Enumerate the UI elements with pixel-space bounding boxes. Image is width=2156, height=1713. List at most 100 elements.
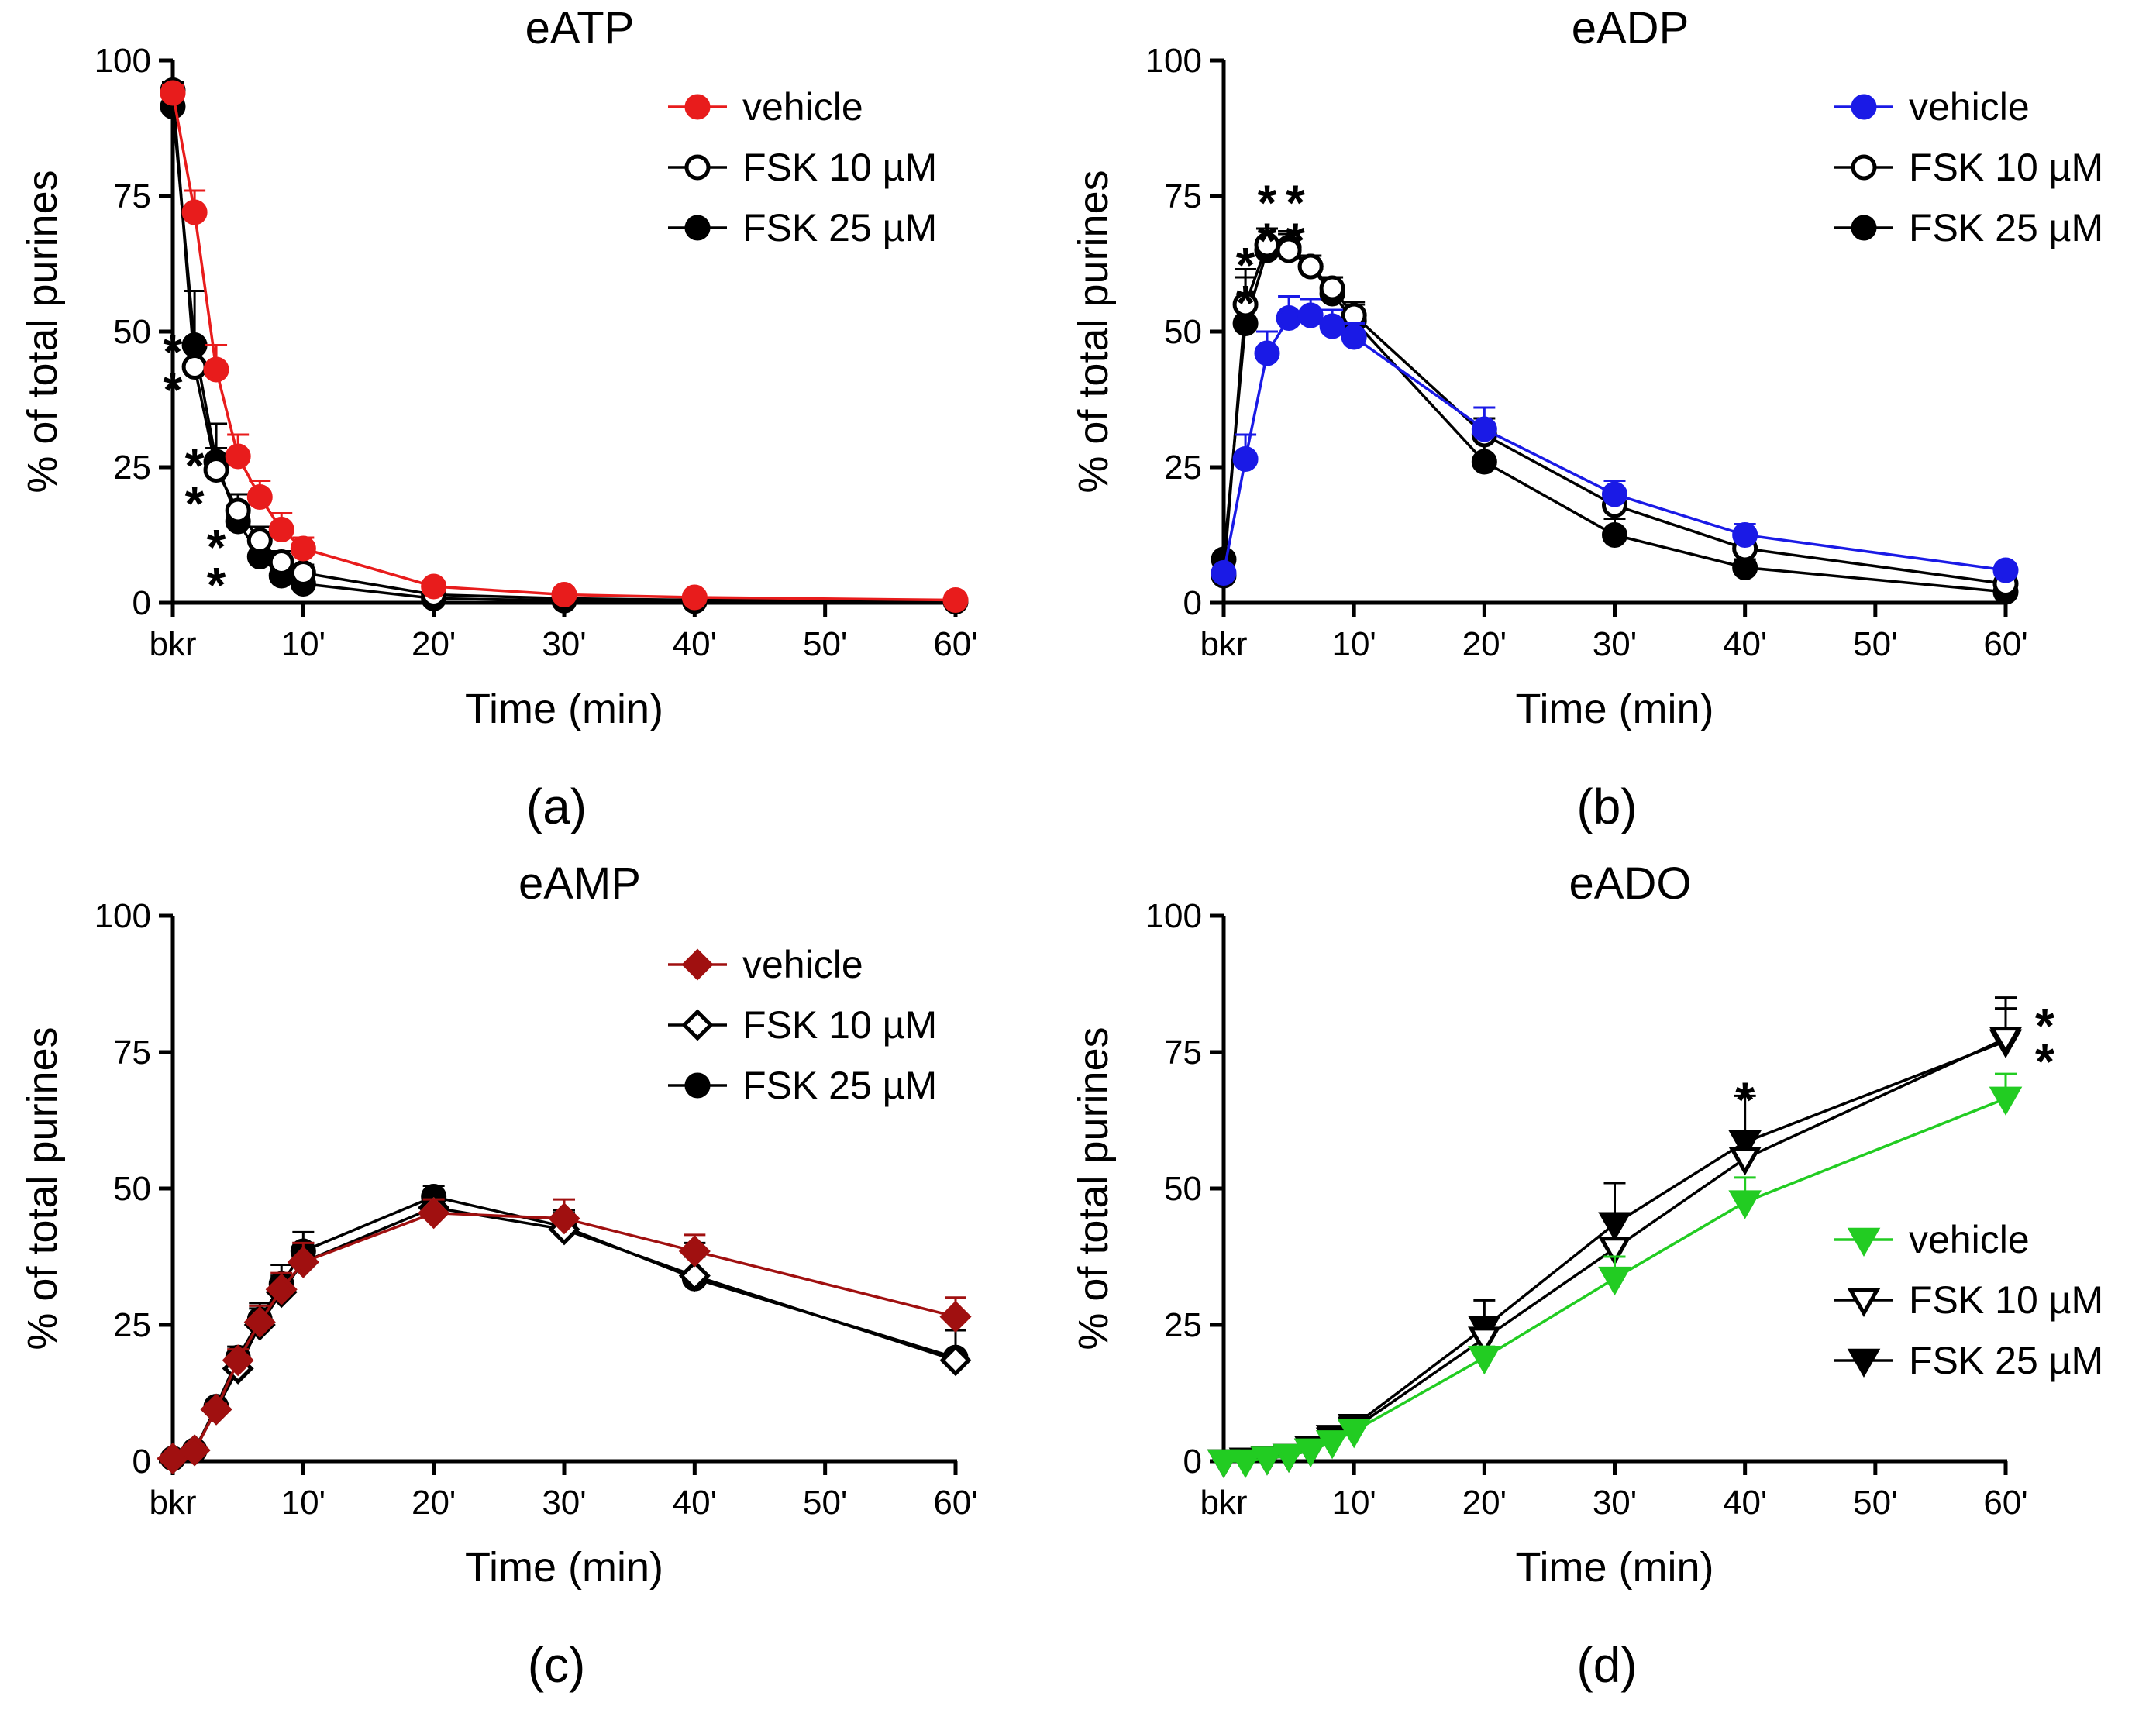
x-tick-label: 20' xyxy=(1462,625,1507,663)
x-tick-label: bkr xyxy=(149,625,196,663)
data-point xyxy=(418,1197,450,1230)
legend-marker xyxy=(684,215,711,241)
significance-star: * xyxy=(185,438,205,494)
significance-star: * xyxy=(1286,175,1305,231)
x-axis-label: Time (min) xyxy=(465,686,663,732)
y-axis-label: % of total purines xyxy=(19,1027,66,1350)
significance-star: * xyxy=(1236,237,1255,293)
chart-title: eADP xyxy=(1572,3,1689,53)
legend: vehicle FSK 10 µM FSK 25 µM xyxy=(668,85,937,249)
legend: vehicle FSK 10 µM FSK 25 µM xyxy=(668,943,937,1107)
x-tick-label: 40' xyxy=(673,625,717,663)
data-point xyxy=(246,484,273,510)
data-point xyxy=(1602,522,1627,548)
data-point xyxy=(1228,1449,1262,1479)
data-point xyxy=(1992,557,2019,583)
legend-label: FSK 25 µM xyxy=(1909,206,2103,249)
significance-star: * xyxy=(185,476,205,531)
legend-label: vehicle xyxy=(1909,1218,2030,1261)
x-tick-label: 10' xyxy=(281,1484,325,1522)
data-point xyxy=(1297,302,1324,328)
x-tick-label: 20' xyxy=(412,625,456,663)
data-point xyxy=(421,573,447,600)
data-point xyxy=(1211,560,1237,586)
data-point xyxy=(225,443,251,470)
legend: vehicle FSK 10 µM FSK 25 µM xyxy=(1834,85,2103,249)
data-point xyxy=(551,582,577,607)
data-point xyxy=(246,528,273,553)
data-point xyxy=(1598,1266,1631,1296)
significance-star: * xyxy=(1258,213,1277,269)
legend-label: FSK 25 µM xyxy=(1909,1339,2103,1382)
data-point xyxy=(678,1260,711,1292)
series-vehicle xyxy=(1207,1072,2023,1479)
x-tick-label: 30' xyxy=(1593,1484,1637,1522)
panel-label: (d) xyxy=(1576,1637,1637,1693)
chart-title: eADO xyxy=(1569,858,1692,909)
y-tick-label: 50 xyxy=(113,313,151,351)
chart-panel-eADO: eADO 0 25 50 75 100 bkr 10' 20' 30' 40' 50' 60' Time … xyxy=(1070,858,2103,1693)
x-tick-label: bkr xyxy=(1200,625,1247,663)
x-tick-label: 60' xyxy=(1983,625,2027,663)
panel-label: (a) xyxy=(526,779,587,834)
data-point xyxy=(265,1273,298,1305)
legend-marker xyxy=(681,948,714,981)
legend-marker xyxy=(684,94,711,120)
data-point xyxy=(268,517,294,542)
x-axis-label: Time (min) xyxy=(465,1544,663,1591)
legend-marker xyxy=(1847,1227,1881,1257)
data-point xyxy=(1293,1438,1328,1467)
data-point xyxy=(1471,449,1497,475)
y-tick-label: 100 xyxy=(95,42,151,80)
data-point xyxy=(200,1393,232,1426)
data-point xyxy=(243,1305,276,1339)
data-point xyxy=(178,1434,211,1467)
x-tick-label: 60' xyxy=(1983,1484,2027,1522)
data-point xyxy=(1337,1419,1371,1449)
data-point xyxy=(181,354,208,380)
y-tick-label: 25 xyxy=(113,1306,151,1344)
x-tick-label: 50' xyxy=(1853,625,1897,663)
y-tick-label: 0 xyxy=(1183,584,1202,622)
data-point xyxy=(678,1235,711,1268)
data-point xyxy=(548,1202,580,1235)
data-point xyxy=(160,80,186,106)
x-tick-label: 50' xyxy=(803,1484,847,1522)
series-vehicle xyxy=(157,1197,972,1475)
legend-label: FSK 10 µM xyxy=(742,1003,937,1047)
chart-panel-eATP: eATP 0 25 50 75 100 bkr 10' 20' 30' 40' 50' 60' Time … xyxy=(19,3,978,834)
chart-title: eAMP xyxy=(518,858,641,909)
legend-marker xyxy=(681,1009,714,1041)
y-tick-label: 75 xyxy=(1164,177,1202,215)
legend-label: FSK 25 µM xyxy=(742,206,937,249)
x-axis-label: Time (min) xyxy=(1516,686,1714,732)
data-point xyxy=(1272,1443,1306,1473)
y-tick-label: 25 xyxy=(113,449,151,487)
significance-star: * xyxy=(207,557,226,613)
chart-title: eATP xyxy=(525,3,635,53)
legend-label: FSK 10 µM xyxy=(1909,1278,2103,1322)
x-tick-label: 20' xyxy=(412,1484,456,1522)
x-tick-label: 40' xyxy=(1723,625,1767,663)
x-axis-label: Time (min) xyxy=(1516,1544,1714,1591)
y-tick-label: 75 xyxy=(113,1034,151,1071)
data-point xyxy=(290,560,316,586)
legend-label: FSK 10 µM xyxy=(1909,146,2103,189)
legend-marker xyxy=(1851,94,1877,120)
significance-star: * xyxy=(1286,213,1305,269)
data-point xyxy=(942,587,969,613)
x-tick-label: 40' xyxy=(673,1484,717,1522)
data-point xyxy=(1276,305,1302,331)
x-tick-label: 30' xyxy=(542,1484,586,1522)
legend-label: FSK 10 µM xyxy=(742,146,937,189)
legend-label: vehicle xyxy=(742,85,863,129)
significance-star: * xyxy=(164,362,183,418)
y-tick-label: 50 xyxy=(1164,1170,1202,1208)
data-point xyxy=(1989,1086,2023,1116)
chart-panel-eADP: eADP 0 25 50 75 100 bkr 10' 20' 30' 40' 50' 60' Time … xyxy=(1070,3,2103,834)
significance-star: * xyxy=(164,324,183,380)
significance-star: * xyxy=(207,519,226,575)
legend-marker xyxy=(1851,215,1877,241)
data-point xyxy=(203,457,229,483)
